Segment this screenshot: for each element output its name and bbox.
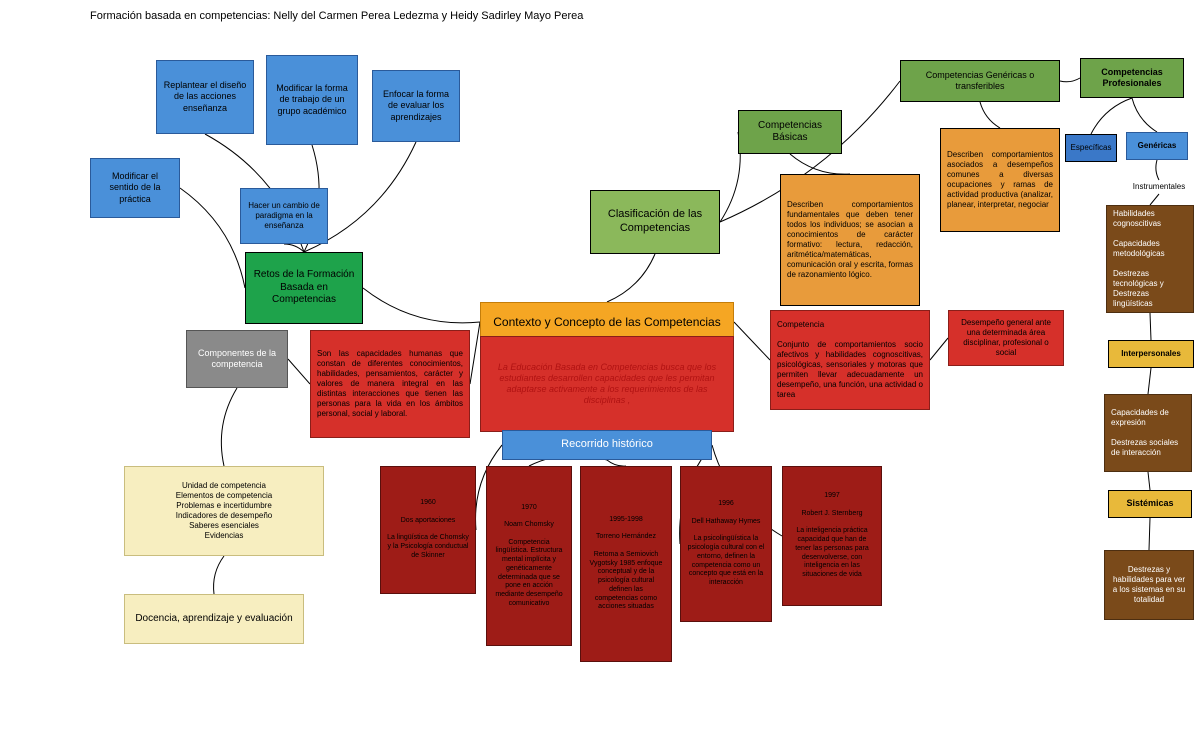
node-1996: 1996 Dell Hathaway Hymes La psicolingüís…	[680, 466, 772, 622]
edge-contexto-capac	[470, 322, 480, 384]
node-educacion: La Educación Basada en Competencias busc…	[480, 336, 734, 432]
edge-retos-contexto	[363, 288, 480, 323]
edge-retos-paradigma	[284, 244, 304, 252]
edge-contexto-clasif	[607, 254, 655, 302]
node-retos: Retos de la Formación Basada en Competen…	[245, 252, 363, 324]
node-modif-forma: Modificar la forma de trabajo de un grup…	[266, 55, 358, 145]
edge-compet-desemp	[930, 338, 948, 360]
node-especificas: Específicas	[1065, 134, 1117, 162]
node-brown3: Destrezas y habilidades para ver a los s…	[1104, 550, 1194, 620]
edge-brown1-interp	[1150, 313, 1151, 340]
node-docencia: Docencia, aprendizaje y evaluación	[124, 594, 304, 644]
node-brown1: Habilidades cognoscitivas Capacidades me…	[1106, 205, 1194, 313]
edge-basicas-desc_basicas	[790, 154, 850, 174]
edge-genericas_btn-instrumentales	[1156, 160, 1159, 180]
edge-capac-compon	[288, 359, 310, 384]
edge-sistem-brown3	[1149, 518, 1150, 550]
node-1995: 1995-1998 Torreno Hernández Retoma a Sem…	[580, 466, 672, 662]
concept-map-canvas: Formación basada en competencias: Nelly …	[0, 0, 1200, 729]
node-modif-sent: Modificar el sentido de la práctica	[90, 158, 180, 218]
edge-genericas_transf-profes	[1060, 78, 1080, 82]
node-profes: Competencias Profesionales	[1080, 58, 1184, 98]
node-sistem: Sistémicas	[1108, 490, 1192, 518]
node-basicas: Competencias Básicas	[738, 110, 842, 154]
edge-profes-genericas_btn	[1132, 98, 1157, 132]
node-genericas-transf: Competencias Genéricas o transferibles	[900, 60, 1060, 102]
node-desc-basicas: Describen comportamientos fundamentales …	[780, 174, 920, 306]
node-1970: 1970 Noam Chomsky Competencia lingüístic…	[486, 466, 572, 646]
node-1997: 1997 Robert J. Sternberg La inteligencia…	[782, 466, 882, 606]
edge-instrumentales-brown1	[1150, 194, 1159, 205]
node-enfocar: Enfocar la forma de evaluar los aprendiz…	[372, 70, 460, 142]
edge-retos-modif_sent	[180, 188, 245, 288]
node-clasif: Clasificación de las Competencias	[590, 190, 720, 254]
node-recorrido: Recorrido histórico	[502, 430, 712, 460]
edge-contexto-compet	[734, 322, 770, 360]
edge-compon-unidad	[221, 388, 237, 466]
edge-unidad-docencia	[214, 556, 224, 594]
node-compet: Competencia Conjunto de comportamientos …	[770, 310, 930, 410]
edge-genericas_transf-desc_generic	[980, 102, 1000, 128]
node-brown2: Capacidades de expresión Destrezas socia…	[1104, 394, 1192, 472]
page-title: Formación basada en competencias: Nelly …	[90, 10, 583, 22]
node-instrumentales: Instrumentales	[1124, 180, 1194, 194]
node-paradigma: Hacer un cambio de paradigma en la enseñ…	[240, 188, 328, 244]
node-1960: 1960 Dos aportaciones La lingüística de …	[380, 466, 476, 594]
edge-interp-brown2	[1148, 368, 1151, 394]
node-replantear: Replantear el diseño de las acciones ens…	[156, 60, 254, 134]
node-compon: Componentes de la competencia	[186, 330, 288, 388]
node-interp: Interpersonales	[1108, 340, 1194, 368]
edge-brown2-sistem	[1148, 472, 1150, 490]
node-genericas-btn: Genéricas	[1126, 132, 1188, 160]
node-capac: Son las capacidades humanas que constan …	[310, 330, 470, 438]
node-desc-generic: Describen comportamientos asociados a de…	[940, 128, 1060, 232]
edge-profes-especificas	[1091, 98, 1132, 134]
node-desemp: Desempeño general ante una determinada á…	[948, 310, 1064, 366]
node-unidad: Unidad de competencia Elementos de compe…	[124, 466, 324, 556]
